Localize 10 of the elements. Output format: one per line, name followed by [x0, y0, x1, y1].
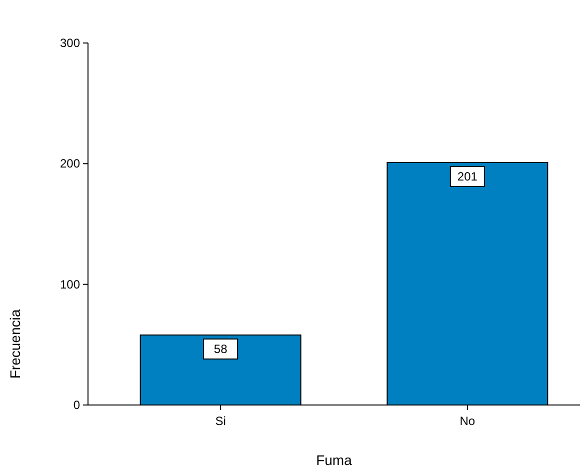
data-label: 58 — [214, 342, 228, 356]
data-label: 201 — [457, 169, 478, 184]
x-tick-label: No — [460, 414, 476, 428]
x-axis-title: Fuma — [316, 452, 352, 468]
y-tick-label: 100 — [60, 277, 80, 292]
y-axis-title: Frecuencia — [7, 309, 23, 379]
x-tick-label: Si — [215, 414, 226, 428]
y-tick-label: 200 — [60, 156, 80, 171]
y-tick-label: 300 — [60, 36, 80, 50]
y-tick-label: 0 — [73, 398, 80, 412]
